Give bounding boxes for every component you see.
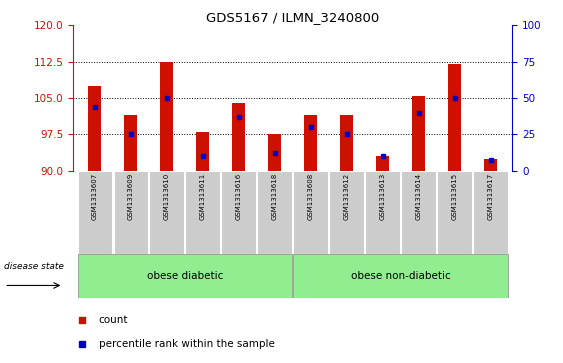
Text: GSM1313615: GSM1313615 xyxy=(452,173,458,220)
FancyBboxPatch shape xyxy=(221,171,256,254)
FancyBboxPatch shape xyxy=(150,171,184,254)
Text: count: count xyxy=(99,315,128,325)
Bar xyxy=(124,115,137,171)
Text: obese diabetic: obese diabetic xyxy=(146,271,223,281)
Title: GDS5167 / ILMN_3240800: GDS5167 / ILMN_3240800 xyxy=(206,11,379,24)
Text: GSM1313612: GSM1313612 xyxy=(344,173,350,220)
Text: GSM1313617: GSM1313617 xyxy=(488,173,494,220)
Bar xyxy=(233,103,245,171)
Text: GSM1313610: GSM1313610 xyxy=(164,173,170,220)
Bar xyxy=(88,86,101,171)
Bar xyxy=(196,132,209,171)
Bar xyxy=(449,64,461,171)
Text: GSM1313611: GSM1313611 xyxy=(200,173,205,220)
Bar xyxy=(160,62,173,171)
FancyBboxPatch shape xyxy=(185,171,220,254)
Text: GSM1313616: GSM1313616 xyxy=(236,173,242,220)
Text: GSM1313614: GSM1313614 xyxy=(415,173,422,220)
FancyBboxPatch shape xyxy=(293,254,508,298)
FancyBboxPatch shape xyxy=(78,171,112,254)
FancyBboxPatch shape xyxy=(293,171,328,254)
Bar xyxy=(305,115,317,171)
Bar xyxy=(484,159,497,171)
Bar xyxy=(269,134,281,171)
FancyBboxPatch shape xyxy=(437,171,472,254)
Text: percentile rank within the sample: percentile rank within the sample xyxy=(99,339,274,349)
Text: obese non-diabetic: obese non-diabetic xyxy=(351,271,450,281)
FancyBboxPatch shape xyxy=(78,254,292,298)
Text: disease state: disease state xyxy=(5,262,64,271)
FancyBboxPatch shape xyxy=(401,171,436,254)
Text: GSM1313613: GSM1313613 xyxy=(380,173,386,220)
FancyBboxPatch shape xyxy=(114,171,148,254)
FancyBboxPatch shape xyxy=(257,171,292,254)
Bar xyxy=(341,115,353,171)
FancyBboxPatch shape xyxy=(473,171,508,254)
Bar xyxy=(377,156,389,171)
Text: GSM1313608: GSM1313608 xyxy=(308,173,314,220)
Text: GSM1313618: GSM1313618 xyxy=(272,173,278,220)
FancyBboxPatch shape xyxy=(365,171,400,254)
Text: GSM1313607: GSM1313607 xyxy=(92,173,98,220)
FancyBboxPatch shape xyxy=(329,171,364,254)
Bar xyxy=(413,95,425,171)
Text: GSM1313609: GSM1313609 xyxy=(128,173,134,220)
